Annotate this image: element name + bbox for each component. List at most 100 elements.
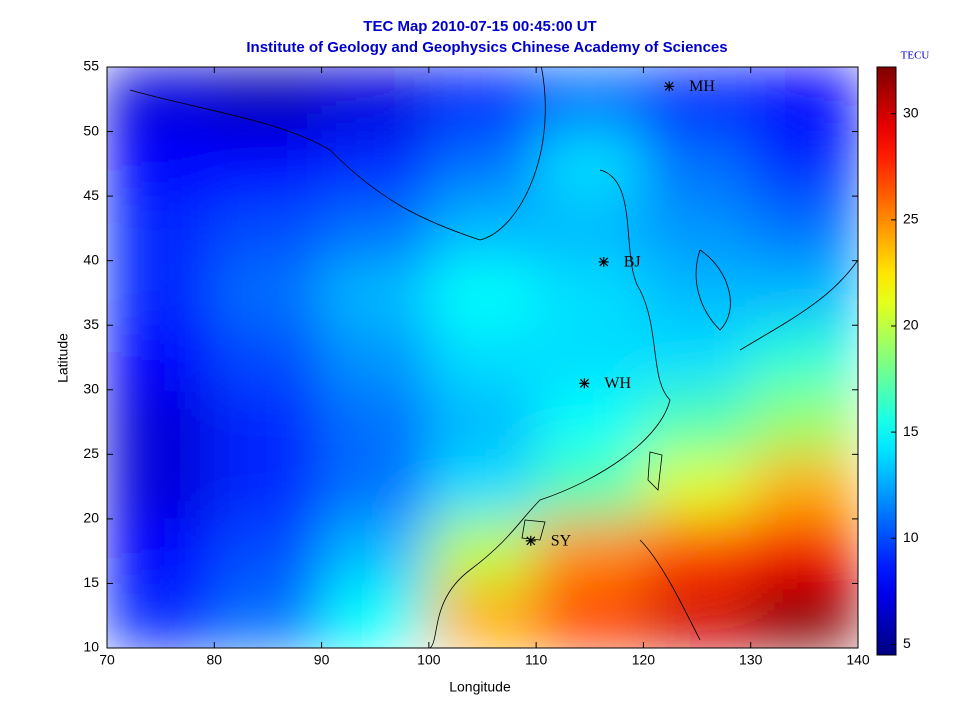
- tec-cell: [643, 389, 752, 455]
- tec-cell: [321, 196, 430, 262]
- tec-cell: [750, 325, 858, 391]
- station-label: SY: [551, 533, 572, 550]
- colorbar-tick-label: 30: [903, 104, 919, 120]
- tec-cell: [428, 67, 537, 133]
- station-star: [664, 81, 674, 91]
- y-tick-label: 45: [83, 187, 99, 203]
- station-marker: [598, 256, 609, 267]
- tec-cell: [321, 389, 430, 455]
- y-tick-label: 35: [83, 316, 99, 332]
- station-star: [579, 378, 589, 388]
- tec-cell: [107, 325, 215, 391]
- tec-cell: [214, 583, 323, 648]
- tec-cell: [321, 260, 430, 326]
- tec-cell: [107, 454, 215, 520]
- tec-cell: [643, 131, 752, 197]
- colorbar-tick-label: 10: [903, 529, 919, 545]
- x-tick-label: 140: [846, 652, 870, 668]
- y-tick-label: 10: [83, 639, 99, 655]
- tec-cell: [428, 454, 537, 520]
- tec-cell: [107, 260, 215, 326]
- tec-cell: [536, 454, 644, 520]
- tec-cell: [643, 260, 752, 326]
- tec-cell: [643, 454, 752, 520]
- tec-cell: [214, 389, 323, 455]
- x-tick-label: 70: [99, 652, 115, 668]
- plot-area: [107, 67, 858, 648]
- tec-cell: [750, 518, 858, 584]
- tec-cell: [214, 454, 323, 520]
- y-tick-label: 55: [83, 58, 99, 74]
- colorbar-label: TECU: [901, 50, 930, 62]
- colorbar-tick-label: 5: [903, 635, 911, 651]
- coastlines: [129, 67, 858, 648]
- tec-cell: [107, 67, 215, 133]
- tec-cell: [428, 260, 537, 326]
- y-tick-label: 20: [83, 510, 99, 526]
- x-tick-label: 120: [632, 652, 656, 668]
- chart-subtitle: Institute of Geology and Geophysics Chin…: [246, 39, 727, 56]
- tec-cell: [536, 325, 644, 391]
- tec-cell: [321, 131, 430, 197]
- x-axis-label: Longitude: [449, 679, 511, 695]
- plot-frame: [106, 66, 859, 649]
- tec-cell: [214, 67, 323, 133]
- station-label: BJ: [624, 254, 641, 271]
- station-marker: [525, 535, 536, 546]
- x-tick-label: 130: [739, 652, 763, 668]
- tec-cell: [321, 67, 430, 133]
- station-star: [599, 257, 609, 267]
- tec-cell: [750, 67, 858, 133]
- tec-cell: [536, 260, 644, 326]
- tec-cell: [428, 196, 537, 262]
- tec-cell: [107, 196, 215, 262]
- tec-cell: [536, 389, 644, 455]
- tec-cell: [428, 389, 537, 455]
- tec-cell: [107, 518, 215, 584]
- tec-cell: [214, 518, 323, 584]
- station-marker: [579, 378, 590, 389]
- station-label: MH: [689, 78, 715, 95]
- tec-cell: [214, 196, 323, 262]
- tec-cell: [107, 131, 215, 197]
- colorbar-tick-label: 25: [903, 211, 919, 227]
- x-tick-label: 90: [314, 652, 330, 668]
- tec-cell: [321, 518, 430, 584]
- tec-cell: [321, 325, 430, 391]
- tec-cell: [428, 518, 537, 584]
- tec-cell: [536, 67, 644, 133]
- y-tick-label: 50: [83, 122, 99, 138]
- tec-cell: [750, 389, 858, 455]
- colorbar: [876, 66, 897, 656]
- station-marker: [664, 81, 675, 92]
- tec-cell: [643, 196, 752, 262]
- y-axis-label: Latitude: [55, 333, 71, 383]
- y-tick-label: 30: [83, 380, 99, 396]
- tec-cell: [321, 454, 430, 520]
- tec-cell: [428, 583, 537, 648]
- station-star: [526, 536, 536, 546]
- y-tick-label: 40: [83, 251, 99, 267]
- tec-cell: [643, 583, 752, 648]
- tec-cell: [214, 131, 323, 197]
- tec-cell: [643, 518, 752, 584]
- tec-cell: [428, 325, 537, 391]
- station-label: WH: [604, 375, 631, 392]
- tec-cell: [750, 131, 858, 197]
- colorbar-tick-label: 20: [903, 317, 919, 333]
- tec-cell: [750, 196, 858, 262]
- tec-cell: [750, 260, 858, 326]
- tec-cell: [107, 389, 215, 455]
- tec-cell: [750, 454, 858, 520]
- x-tick-label: 110: [525, 652, 548, 668]
- colorbar-tick-label: 15: [903, 423, 919, 439]
- chart-title: TEC Map 2010-07-15 00:45:00 UT: [363, 18, 596, 35]
- tec-cell: [428, 131, 537, 197]
- tec-cell: [214, 325, 323, 391]
- tec-cell: [536, 196, 644, 262]
- y-tick-label: 25: [83, 445, 99, 461]
- tec-cell: [536, 518, 644, 584]
- tec-cell: [643, 325, 752, 391]
- tec-cell: [107, 583, 215, 648]
